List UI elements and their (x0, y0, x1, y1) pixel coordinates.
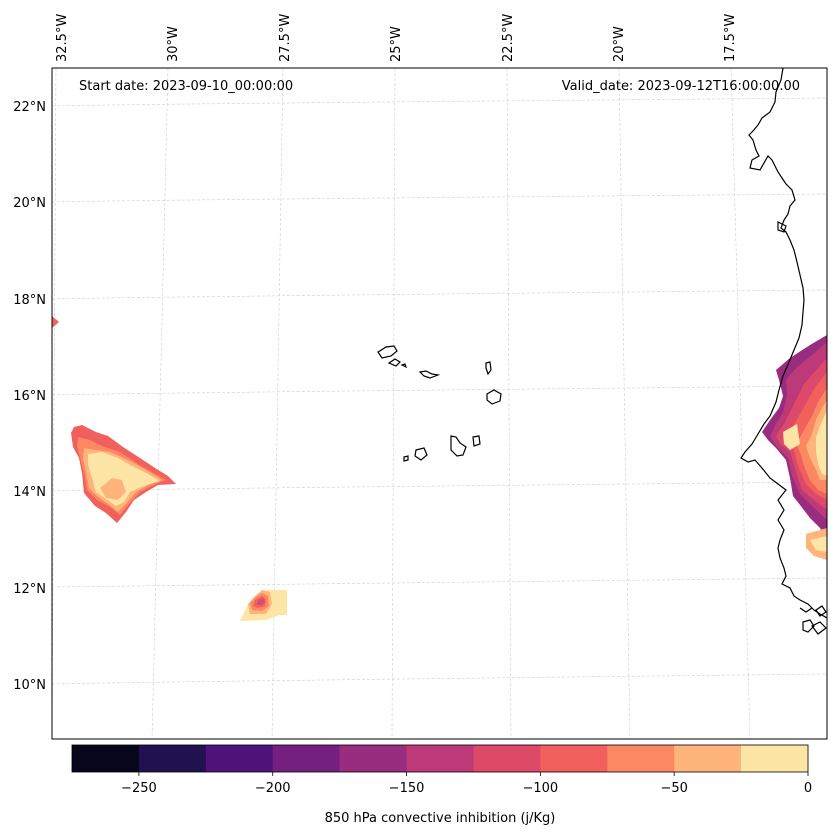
africa-coastline (740, 68, 827, 619)
cin-east-j (810, 536, 827, 552)
lon-labels: 32.5°W 30°W 27.5°W 25°W 22.5°W 20°W 17.5… (55, 14, 738, 62)
cin-east-g (816, 410, 827, 476)
island-santa-luzia (400, 363, 408, 369)
lat-label-12n: 12°N (13, 582, 46, 597)
colorbar-swatch (473, 745, 541, 772)
colorbar-swatch (607, 745, 675, 772)
lon-label-17.5w: 17.5°W (723, 14, 738, 62)
colorbar-tick-label: −100 (523, 781, 559, 796)
colorbar-swatch (72, 745, 140, 772)
cin-contours (52, 316, 827, 621)
lon-label-30w: 30°W (166, 26, 181, 62)
map-area (52, 68, 827, 739)
colorbar-tick-label: −200 (255, 781, 291, 796)
meridian-line (506, 68, 512, 739)
colorbar-swatch (674, 745, 742, 772)
valid-date-annotation: Valid_date: 2023-09-12T16:00:00.00 (562, 79, 800, 94)
cin-small-e (257, 598, 265, 605)
colorbar-label: 850 hPa convective inhibition (j/Kg) (325, 811, 556, 826)
island-santo-antao (377, 345, 398, 359)
parallel-line (52, 193, 827, 203)
colorbar-swatch (406, 745, 474, 772)
island-sao-nicolau (418, 370, 441, 379)
coast-detail-2 (802, 619, 815, 633)
parallel-line (52, 97, 827, 107)
colorbar-swatch (540, 745, 608, 772)
colorbar-tick-label: −50 (660, 781, 687, 796)
gridlines (52, 68, 827, 739)
coast-detail-4 (815, 605, 827, 617)
coast-detail-3 (811, 621, 827, 635)
meridian-line (151, 68, 169, 739)
meridian-line (271, 68, 284, 739)
lat-labels: 22°N 20°N 18°N 16°N 14°N 12°N 10°N (13, 100, 46, 693)
meridian-line (391, 68, 396, 739)
parallel-line (52, 385, 827, 396)
colorbar-tick-label: 0 (804, 781, 812, 796)
cape-verde-islands (377, 345, 502, 462)
meridian-line (618, 68, 631, 739)
coast-detail-5 (777, 221, 787, 233)
colorbar-frame (71, 744, 809, 773)
meridian-line (52, 68, 57, 739)
colorbar-swatch (272, 745, 341, 772)
cin-patch-core-hole (100, 478, 126, 500)
colorbar-swatch (339, 745, 408, 772)
lat-label-16n: 16°N (13, 389, 46, 404)
colorbar-ticks: −250 −200 −150 −100 −50 0 (121, 772, 812, 796)
island-santiago (450, 435, 467, 457)
island-maio (472, 435, 481, 447)
cin-east-h (783, 424, 800, 450)
lat-label-22n: 22°N (13, 100, 46, 115)
colorbar-tick-label: −250 (121, 781, 157, 796)
lon-label-27.5w: 27.5°W (278, 14, 293, 62)
parallel-line (52, 289, 827, 300)
lat-label-14n: 14°N (13, 485, 46, 500)
colorbar-swatch (205, 745, 274, 772)
parallel-line (52, 673, 827, 685)
lat-label-18n: 18°N (13, 293, 46, 308)
lon-label-25w: 25°W (389, 26, 404, 62)
colorbar-swatch (138, 745, 207, 772)
lon-label-32.5w: 32.5°W (55, 14, 70, 62)
colorbar-tick-label: −150 (389, 781, 425, 796)
lat-label-20n: 20°N (13, 196, 46, 211)
island-brava (403, 455, 409, 462)
map-frame (51, 67, 828, 740)
island-sal (485, 361, 492, 376)
island-fogo (414, 447, 428, 461)
meridian-line (730, 68, 751, 739)
start-date-annotation: Start date: 2023-09-10_00:00:00 (79, 79, 293, 94)
lon-label-22.5w: 22.5°W (501, 14, 516, 62)
colorbar (71, 744, 809, 773)
island-boa-vista (486, 389, 502, 405)
island-sao-vicente (387, 358, 401, 367)
lat-label-10n: 10°N (13, 678, 46, 693)
colorbar-swatch (741, 745, 809, 772)
lon-label-20w: 20°W (612, 26, 627, 62)
cin-patch-edge (52, 316, 59, 328)
coastlines (740, 68, 827, 635)
coast-detail-1 (799, 607, 813, 613)
parallel-line (52, 577, 827, 588)
